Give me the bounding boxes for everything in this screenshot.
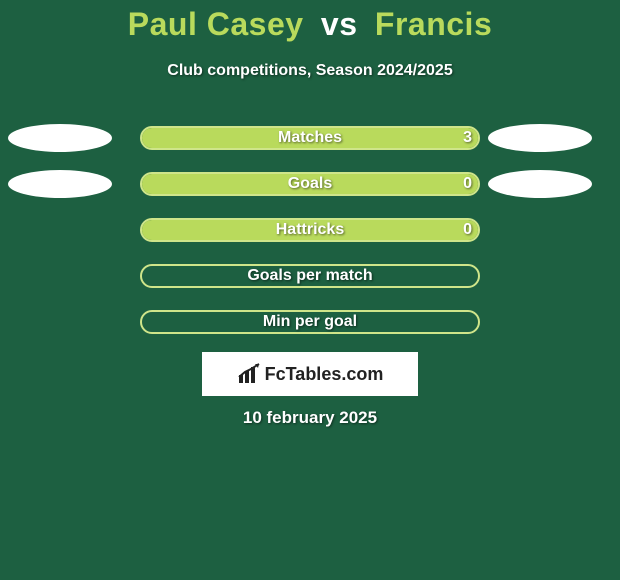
stat-label: Goals per match: [140, 264, 480, 288]
date: 10 february 2025: [0, 408, 620, 428]
infographic-canvas: Paul Casey vs Francis Club competitions,…: [0, 0, 620, 580]
source-badge-text: FcTables.com: [265, 364, 384, 385]
source-badge: FcTables.com: [202, 352, 418, 396]
stat-value-right: 0: [463, 172, 472, 196]
title-vs: vs: [321, 6, 358, 42]
stat-row: Min per goal: [0, 310, 620, 334]
stat-row: Matches3: [0, 126, 620, 150]
chart-icon: [237, 363, 263, 385]
stat-value-right: 0: [463, 218, 472, 242]
avatar-ellipse-left: [8, 124, 112, 152]
page-title: Paul Casey vs Francis: [0, 6, 620, 43]
stat-label: Goals: [140, 172, 480, 196]
stat-row: Goals0: [0, 172, 620, 196]
title-player2: Francis: [375, 6, 492, 42]
avatar-ellipse-left: [8, 170, 112, 198]
stat-row: Goals per match: [0, 264, 620, 288]
title-player1: Paul Casey: [128, 6, 304, 42]
avatar-ellipse-right: [488, 124, 592, 152]
avatar-ellipse-right: [488, 170, 592, 198]
stat-label: Hattricks: [140, 218, 480, 242]
stat-row: Hattricks0: [0, 218, 620, 242]
stat-value-right: 3: [463, 126, 472, 150]
stat-label: Matches: [140, 126, 480, 150]
subtitle: Club competitions, Season 2024/2025: [0, 62, 620, 80]
stat-label: Min per goal: [140, 310, 480, 334]
